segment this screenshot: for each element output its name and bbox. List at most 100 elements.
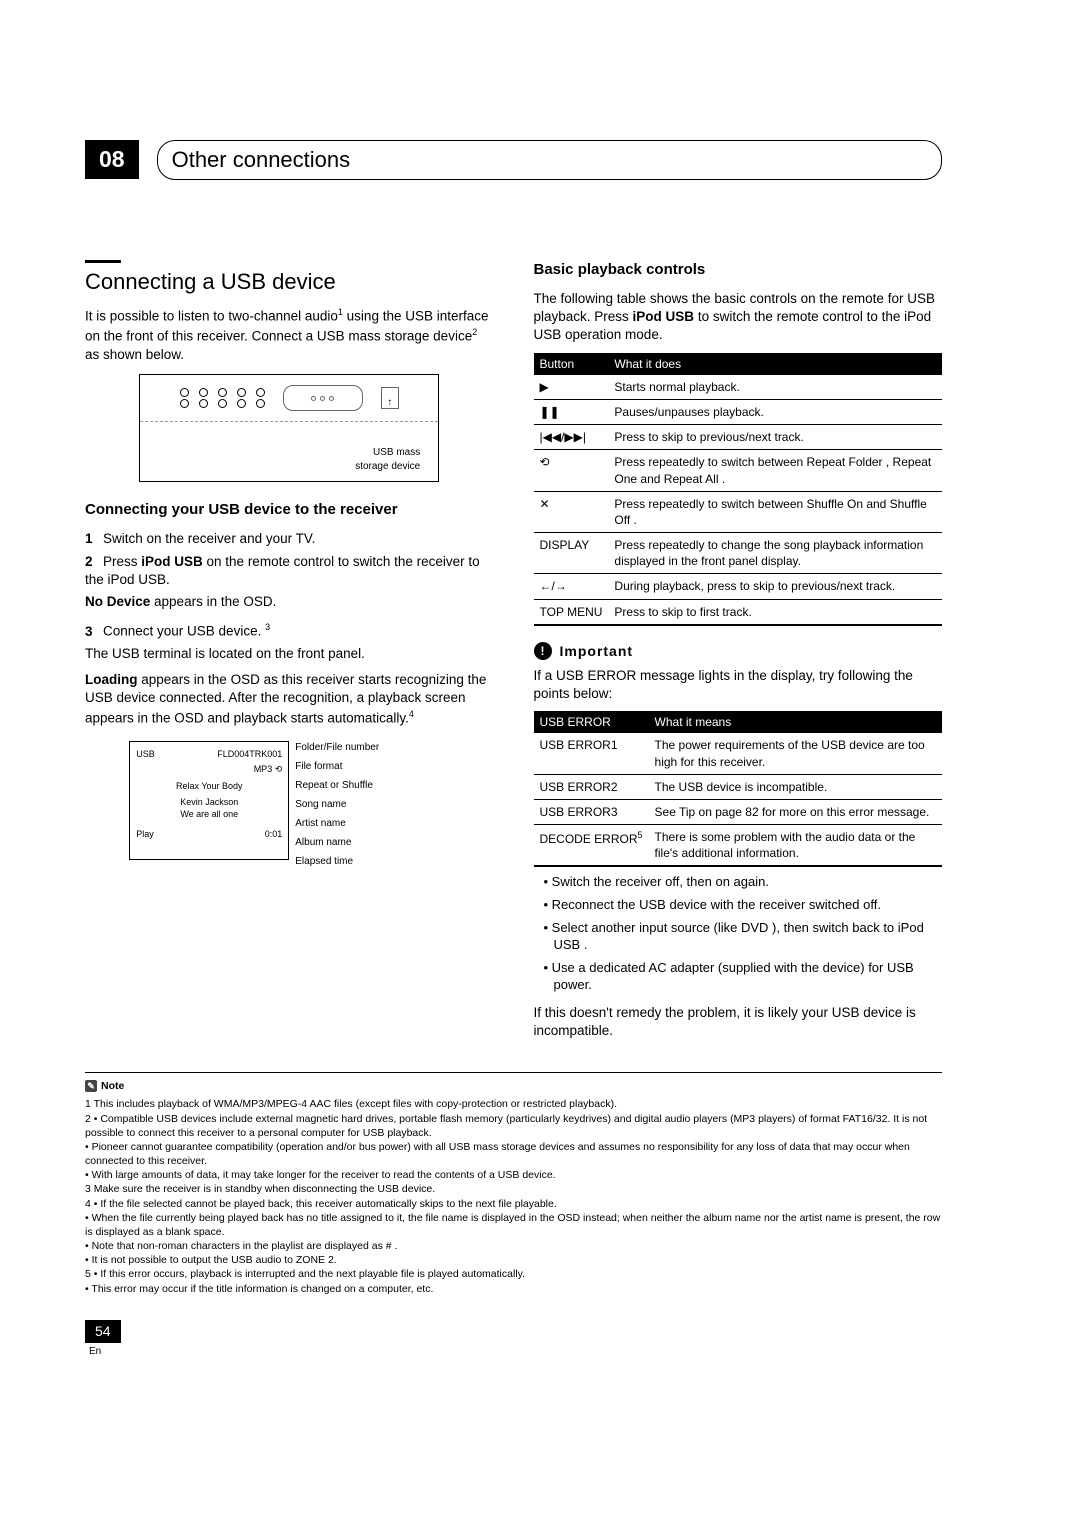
note-line: • When the file currently being played b… xyxy=(85,1211,942,1239)
step-3: 3Connect your USB device. 3 xyxy=(85,621,494,641)
step-3b: The USB terminal is located on the front… xyxy=(85,645,494,663)
err-cell: USB ERROR1 xyxy=(534,733,649,774)
note-line: 1 This includes playback of WMA/MP3/MPEG… xyxy=(85,1097,942,1111)
osd-l2: File format xyxy=(295,760,379,774)
knob-grid xyxy=(180,388,265,408)
step-2-line2: No Device appears in the OSD. xyxy=(85,593,494,611)
table-row: ▶Starts normal playback. xyxy=(534,375,943,400)
note-line: • Note that non-roman characters in the … xyxy=(85,1239,942,1253)
btn-cell: ✕ xyxy=(534,491,609,532)
important-label: Important xyxy=(560,642,634,661)
note-line: 5 • If this error occurs, playback is in… xyxy=(85,1267,942,1281)
closing-p: If this doesn't remedy the problem, it i… xyxy=(534,1004,943,1040)
chapter-title: Other connections xyxy=(157,140,942,180)
t1-h1: Button xyxy=(534,353,609,375)
table-row: ❚❚Pauses/unpauses playback. xyxy=(534,399,943,424)
btn-cell: ←/→ xyxy=(534,574,609,599)
list-item: Reconnect the USB device with the receiv… xyxy=(544,896,943,914)
err-cell: DECODE ERROR5 xyxy=(534,825,649,867)
osd-label-list: Folder/File number File format Repeat or… xyxy=(295,741,379,874)
step2d: No Device xyxy=(85,594,150,609)
device-panel: ↑ xyxy=(140,375,438,422)
btn-cell: ❚❚ xyxy=(534,399,609,424)
btn-cell: ▶ xyxy=(534,375,609,400)
chapter-number: 08 xyxy=(85,140,139,179)
diagram-label-2: storage device xyxy=(148,460,420,474)
table-row: |◀◀/▶▶|Press to skip to previous/next tr… xyxy=(534,425,943,450)
osd-mp3: MP3 xyxy=(254,764,273,774)
table-row: ⟲Press repeatedly to switch between Repe… xyxy=(534,450,943,491)
desc-cell: The USB device is incompatible. xyxy=(649,774,942,799)
right-intro-b: iPod USB xyxy=(633,309,695,324)
btn-cell: |◀◀/▶▶| xyxy=(534,425,609,450)
osd-status: Play xyxy=(136,828,154,840)
table-row: ←/→During playback, press to skip to pre… xyxy=(534,574,943,599)
err-cell: USB ERROR2 xyxy=(534,774,649,799)
page-number: 54 xyxy=(85,1320,121,1343)
after-a: Loading xyxy=(85,672,138,687)
after-steps: Loading appears in the OSD as this recei… xyxy=(85,671,494,727)
btn-cell: ⟲ xyxy=(534,450,609,491)
desc-cell: Press to skip to first track. xyxy=(608,599,942,625)
steps: 1Switch on the receiver and your TV. 2Pr… xyxy=(85,530,494,663)
desc-cell: The power requirements of the USB device… xyxy=(649,733,942,774)
content-columns: Connecting a USB device It is possible t… xyxy=(85,260,942,1047)
osd-usb: USB xyxy=(136,748,155,760)
desc-cell: During playback, press to skip to previo… xyxy=(608,574,942,599)
usb-port-icon: ↑ xyxy=(381,387,399,409)
step2e: appears in the OSD. xyxy=(150,594,276,609)
t2-h2: What it means xyxy=(649,711,942,733)
osd-figure: USBFLD004TRK001 MP3 ⟲ Relax Your Body Ke… xyxy=(129,741,449,874)
list-item: Select another input source (like DVD ),… xyxy=(544,919,943,954)
note-line: • It is not possible to output the USB a… xyxy=(85,1253,942,1267)
intro-c: as shown below. xyxy=(85,347,184,362)
step3a: Connect your USB device. xyxy=(103,624,265,639)
tips-list: Switch the receiver off, then on again. R… xyxy=(534,873,943,993)
right-title: Basic playback controls xyxy=(534,260,943,280)
note-line: 3 Make sure the receiver is in standby w… xyxy=(85,1182,942,1196)
intro-paragraph: It is possible to listen to two-channel … xyxy=(85,306,494,364)
osd-l5: Artist name xyxy=(295,817,379,831)
table-row: DECODE ERROR5There is some problem with … xyxy=(534,825,943,867)
desc-cell: Starts normal playback. xyxy=(608,375,942,400)
table-row: USB ERROR2The USB device is incompatible… xyxy=(534,774,943,799)
desc-cell: Press repeatedly to switch between Shuff… xyxy=(608,491,942,532)
err-cell: USB ERROR3 xyxy=(534,799,649,824)
important-header: ! Important xyxy=(534,642,943,661)
device-diagram: ↑ USB mass storage device xyxy=(139,374,439,482)
after-b: appears in the OSD as this receiver star… xyxy=(85,672,486,725)
section-rule xyxy=(85,260,121,263)
table-row: USB ERROR1The power requirements of the … xyxy=(534,733,943,774)
note-line: • This error may occur if the title info… xyxy=(85,1282,942,1296)
display-panel xyxy=(283,385,363,411)
table-row: ✕Press repeatedly to switch between Shuf… xyxy=(534,491,943,532)
desc-cell: Press repeatedly to change the song play… xyxy=(608,533,942,574)
step1-text: Switch on the receiver and your TV. xyxy=(103,531,315,546)
list-item: Switch the receiver off, then on again. xyxy=(544,873,943,891)
intro-a: It is possible to listen to two-channel … xyxy=(85,309,338,324)
important-icon: ! xyxy=(534,642,552,660)
table-row: TOP MENUPress to skip to first track. xyxy=(534,599,943,625)
step-1: 1Switch on the receiver and your TV. xyxy=(85,530,494,548)
desc-cell: There is some problem with the audio dat… xyxy=(649,825,942,867)
important-p: If a USB ERROR message lights in the dis… xyxy=(534,667,943,703)
osd-song: Relax Your Body xyxy=(136,780,282,792)
table-row: USB ERROR3See Tip on page 82 for more on… xyxy=(534,799,943,824)
note-line: 2 • Compatible USB devices include exter… xyxy=(85,1112,942,1140)
notes-body: 1 This includes playback of WMA/MP3/MPEG… xyxy=(85,1097,942,1295)
chapter-header: 08 Other connections xyxy=(85,140,942,180)
table-row: DISPLAYPress repeatedly to change the so… xyxy=(534,533,943,574)
diagram-labels: USB mass storage device xyxy=(140,422,438,481)
t2-h1: USB ERROR xyxy=(534,711,649,733)
desc-cell: Press repeatedly to switch between Repea… xyxy=(608,450,942,491)
btn-cell: TOP MENU xyxy=(534,599,609,625)
step2b: iPod USB xyxy=(141,554,203,569)
btn-cell: DISPLAY xyxy=(534,533,609,574)
desc-cell: Pauses/unpauses playback. xyxy=(608,399,942,424)
right-column: Basic playback controls The following ta… xyxy=(534,260,943,1047)
page-lang: En xyxy=(89,1345,942,1359)
desc-cell: See Tip on page 82 for more on this erro… xyxy=(649,799,942,824)
desc-cell: Press to skip to previous/next track. xyxy=(608,425,942,450)
left-subtitle: Connecting your USB device to the receiv… xyxy=(85,500,494,520)
list-item: Use a dedicated AC adapter (supplied wit… xyxy=(544,959,943,994)
